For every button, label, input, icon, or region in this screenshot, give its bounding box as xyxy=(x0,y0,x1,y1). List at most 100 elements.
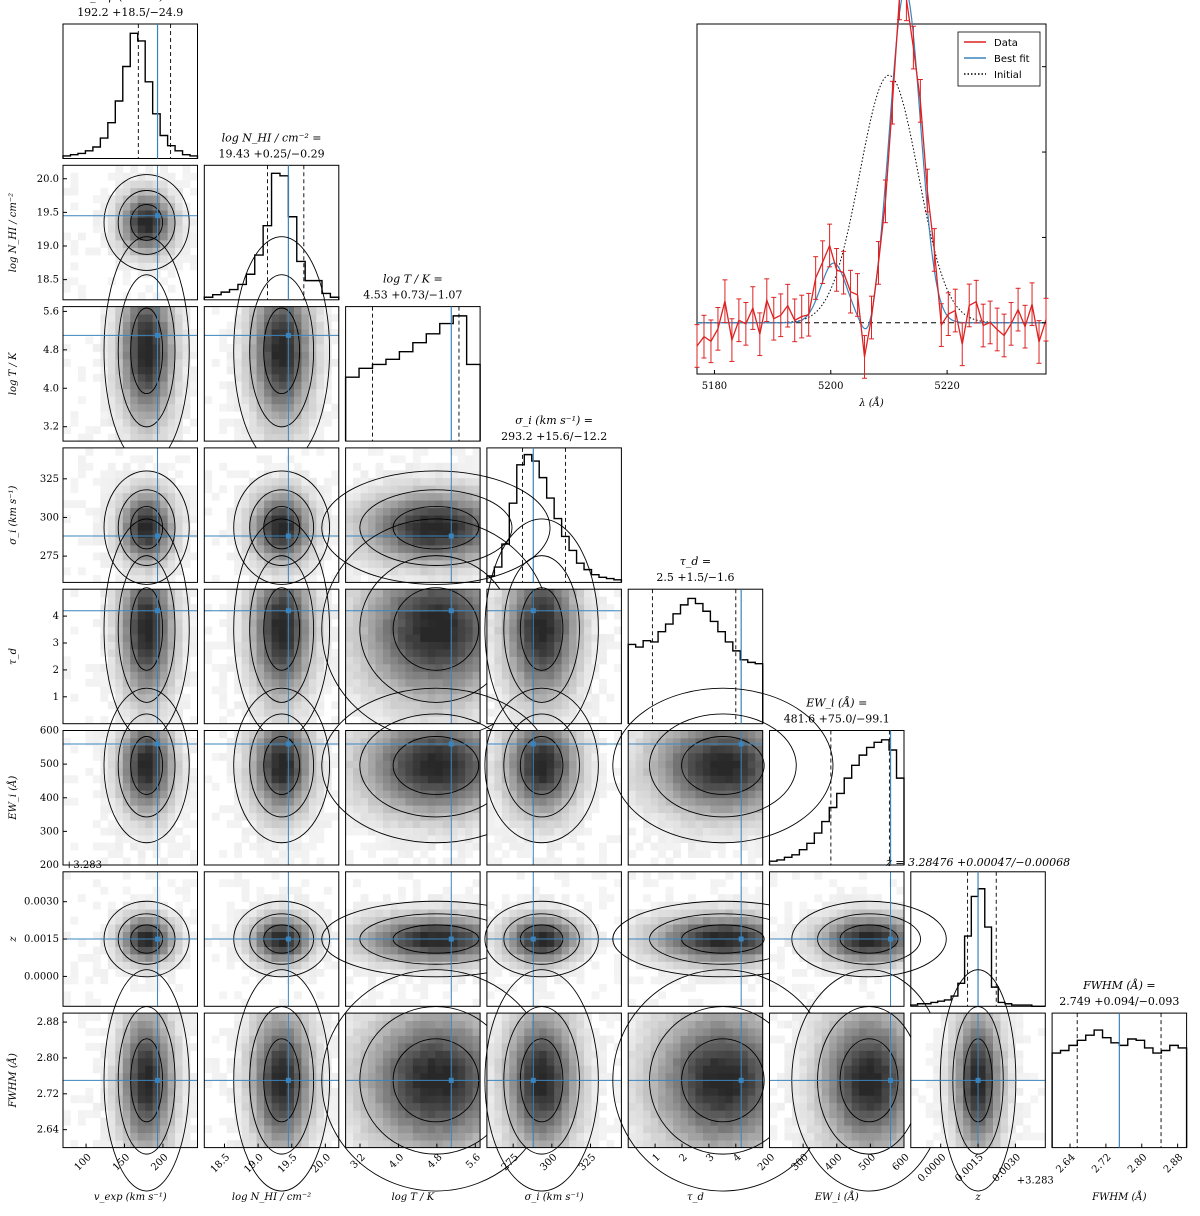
density-cell xyxy=(175,783,183,791)
density-cell xyxy=(346,523,354,531)
density-cell xyxy=(413,671,421,679)
density-cell xyxy=(115,805,123,813)
density-cell xyxy=(130,434,138,442)
density-cell xyxy=(115,947,123,955)
density-cell xyxy=(138,961,146,969)
density-cell xyxy=(413,760,421,768)
density-cell xyxy=(413,879,421,887)
density-cell xyxy=(183,455,191,463)
density-cell xyxy=(175,612,183,620)
density-cell xyxy=(63,285,71,293)
density-cell xyxy=(494,634,502,642)
density-cell xyxy=(272,493,280,501)
density-cell xyxy=(93,523,101,531)
density-cell xyxy=(420,775,428,783)
density-cell xyxy=(190,344,198,352)
density-cell xyxy=(524,768,532,776)
density-cell xyxy=(279,344,287,352)
density-cell xyxy=(145,404,153,412)
density-cell xyxy=(524,976,532,984)
density-cell xyxy=(636,760,644,768)
density-cell xyxy=(428,820,436,828)
density-cell xyxy=(473,485,481,493)
density-cell xyxy=(93,664,101,672)
density-cell xyxy=(85,664,93,672)
density-cell xyxy=(242,396,250,404)
hist-title-name: τ_d = xyxy=(680,555,711,568)
density-cell xyxy=(294,359,302,367)
density-cell xyxy=(272,716,280,724)
density-cell xyxy=(108,664,116,672)
density-cell xyxy=(695,843,703,851)
density-cell xyxy=(145,567,153,575)
density-cell xyxy=(219,426,227,434)
density-cell xyxy=(123,322,131,330)
density-cell xyxy=(554,738,562,746)
density-cell xyxy=(346,597,354,605)
density-cell xyxy=(748,768,756,776)
density-cell xyxy=(249,485,257,493)
density-cell xyxy=(666,775,674,783)
density-cell xyxy=(331,701,339,709)
density-cell xyxy=(390,656,398,664)
density-cell xyxy=(190,188,198,196)
density-cell xyxy=(175,538,183,546)
density-cell xyxy=(547,858,555,866)
density-cell xyxy=(294,463,302,471)
density-cell xyxy=(264,411,272,419)
density-cell xyxy=(353,924,361,932)
density-cell xyxy=(324,344,332,352)
density-cell xyxy=(428,642,436,650)
density-cell xyxy=(249,500,257,508)
density-cell xyxy=(316,619,324,627)
density-cell xyxy=(153,917,161,925)
density-cell xyxy=(413,448,421,456)
density-cell xyxy=(547,619,555,627)
truth-marker xyxy=(286,608,291,613)
density-cell xyxy=(115,426,123,434)
density-cell xyxy=(368,790,376,798)
density-cell xyxy=(458,612,466,620)
density-cell xyxy=(257,828,265,836)
density-cell xyxy=(145,366,153,374)
density-cell xyxy=(204,939,212,947)
density-cell xyxy=(748,828,756,836)
density-cell xyxy=(346,493,354,501)
hist-frame xyxy=(628,589,763,724)
density-cell xyxy=(190,850,198,858)
density-cell xyxy=(100,798,108,806)
density-cell xyxy=(375,709,383,717)
density-cell xyxy=(242,976,250,984)
density-cell xyxy=(190,500,198,508)
density-cell xyxy=(703,753,711,761)
density-cell xyxy=(286,500,294,508)
density-cell xyxy=(279,768,287,776)
density-cell xyxy=(183,322,191,330)
density-cell xyxy=(130,455,138,463)
density-cell xyxy=(272,783,280,791)
density-cell xyxy=(443,485,451,493)
density-cell xyxy=(405,731,413,739)
density-cell xyxy=(346,991,354,999)
density-cell xyxy=(100,322,108,330)
density-cell xyxy=(346,567,354,575)
density-cell xyxy=(242,656,250,664)
density-cell xyxy=(264,627,272,635)
density-cell xyxy=(78,567,86,575)
density-cell xyxy=(473,909,481,917)
density-cell xyxy=(138,493,146,501)
density-cell xyxy=(725,775,733,783)
density-cell xyxy=(257,783,265,791)
density-cell xyxy=(420,508,428,516)
density-cell xyxy=(494,731,502,739)
density-cell xyxy=(524,917,532,925)
density-cell xyxy=(346,664,354,672)
density-cell xyxy=(443,902,451,910)
density-cell xyxy=(375,656,383,664)
density-cell xyxy=(398,500,406,508)
density-cell xyxy=(301,523,309,531)
density-cell xyxy=(733,902,741,910)
density-cell xyxy=(316,589,324,597)
density-cell xyxy=(688,984,696,992)
density-cell xyxy=(190,381,198,389)
